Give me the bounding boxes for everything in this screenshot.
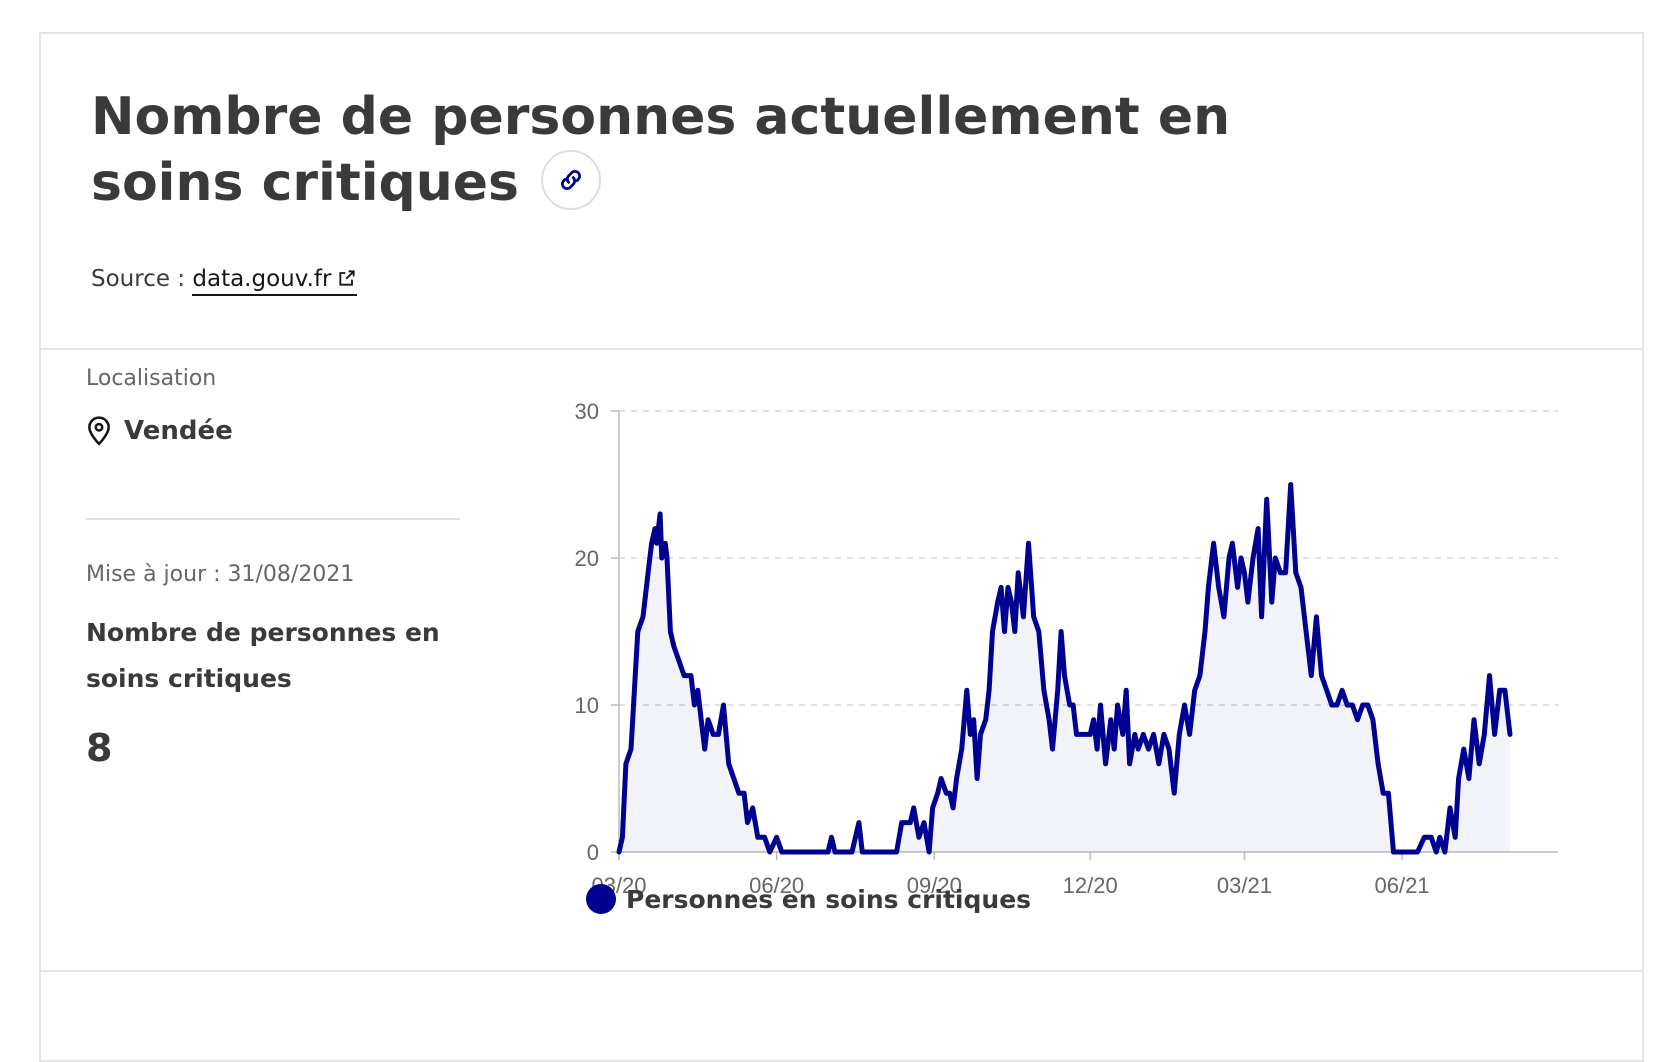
x-tick-label-06-21: 06/21 xyxy=(1375,873,1430,898)
link-icon xyxy=(561,169,582,191)
update-date: Mise à jour : 31/08/2021 xyxy=(86,562,355,587)
map-pin-icon xyxy=(88,416,110,446)
source-line: Source : data.gouv.fr xyxy=(91,266,358,296)
external-link-icon xyxy=(339,269,356,286)
card-bottom-divider xyxy=(39,970,1644,972)
location-name: Vendée xyxy=(124,416,233,446)
y-tick-label-0: 0 xyxy=(587,840,599,865)
card-header: Nombre de personnes actuellement en soin… xyxy=(41,34,1642,350)
legend-label: Personnes en soins critiques xyxy=(626,884,1032,914)
metric-value: 8 xyxy=(86,726,113,770)
legend-swatch xyxy=(586,884,616,914)
chart-card: Nombre de personnes actuellement en soin… xyxy=(39,32,1644,1062)
page-title-text: Nombre de personnes actuellement en soin… xyxy=(91,87,1231,213)
chart-legend[interactable]: Personnes en soins critiques xyxy=(586,884,1031,914)
metric-label: Nombre de personnes en soins critiques xyxy=(86,618,440,693)
source-link[interactable]: data.gouv.fr xyxy=(192,266,358,296)
y-tick-label-20: 20 xyxy=(575,546,599,571)
x-tick-label-03-21: 03/21 xyxy=(1217,873,1272,898)
page-title: Nombre de personnes actuellement en soin… xyxy=(91,84,1391,216)
series-line xyxy=(616,482,1513,855)
source-link-text: data.gouv.fr xyxy=(192,266,332,292)
location-label: Localisation xyxy=(86,366,217,391)
x-tick-label-09-20: 09/20 xyxy=(907,873,962,898)
x-tick-label-06-20: 06/20 xyxy=(749,873,804,898)
y-tick-label-10: 10 xyxy=(575,693,599,718)
series-area xyxy=(619,484,1510,852)
source-label: Source : xyxy=(91,266,193,292)
y-tick-label-30: 30 xyxy=(575,399,599,424)
x-tick-label-12-20: 12/20 xyxy=(1063,873,1118,898)
sidebar-divider xyxy=(86,518,460,520)
location-value: Vendée xyxy=(86,416,233,446)
copy-link-button[interactable] xyxy=(541,150,602,210)
